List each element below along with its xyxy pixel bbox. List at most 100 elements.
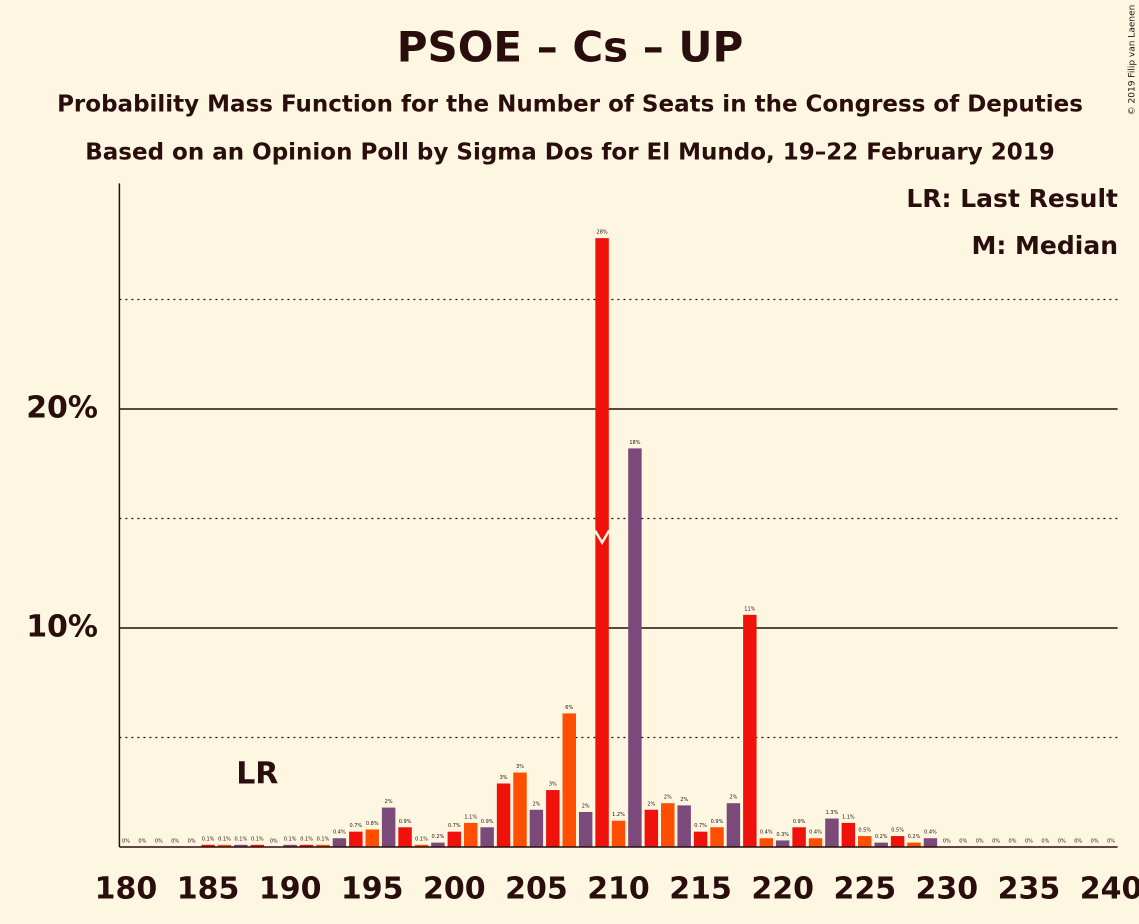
- bar: [217, 844, 232, 847]
- x-tick-label: 225: [833, 872, 896, 907]
- value-label: 0%: [1058, 839, 1066, 845]
- value-label: 0%: [138, 839, 146, 845]
- bar: [677, 805, 691, 847]
- value-label: 0%: [1107, 839, 1115, 845]
- value-label: 1.1%: [842, 814, 855, 820]
- x-tick-label: 195: [341, 872, 404, 907]
- bar: [250, 844, 265, 847]
- bar: [628, 448, 642, 847]
- value-label: 1.1%: [464, 814, 477, 820]
- bar: [693, 831, 708, 847]
- bar: [644, 809, 659, 847]
- bar: [414, 844, 429, 847]
- bar: [743, 614, 757, 847]
- value-label: 18%: [629, 440, 640, 446]
- bar: [365, 829, 379, 847]
- bar: [775, 840, 790, 847]
- value-label: 2%: [532, 801, 540, 807]
- x-tick-label: 190: [259, 872, 322, 907]
- x-tick-label: 215: [669, 872, 732, 907]
- value-label: 0.1%: [317, 836, 330, 842]
- value-label: 0.7%: [448, 823, 461, 829]
- y-tick-label: 10%: [26, 609, 98, 644]
- bar: [792, 827, 806, 847]
- bar: [332, 838, 347, 847]
- value-label: 0%: [959, 839, 967, 845]
- value-label: 0.2%: [432, 834, 445, 840]
- value-label: 2%: [729, 795, 737, 801]
- x-tick-label: 230: [916, 872, 979, 907]
- value-label: 0%: [1091, 839, 1099, 845]
- legend-entry: M: Median: [971, 231, 1118, 260]
- legend-entry: LR: Last Result: [906, 184, 1118, 213]
- bar: [710, 827, 724, 847]
- x-tick-label: 235: [998, 872, 1061, 907]
- value-label: 0.4%: [333, 830, 346, 836]
- x-tick-label: 240: [1080, 872, 1139, 907]
- bar: [480, 827, 494, 847]
- x-tick-label: 200: [423, 872, 486, 907]
- value-label: 2%: [647, 801, 655, 807]
- copyright: © 2019 Filip van Laenen: [1128, 5, 1138, 116]
- value-label: 0.9%: [793, 819, 806, 825]
- bar: [841, 822, 856, 847]
- value-label: 0.4%: [760, 830, 773, 836]
- value-label: 0.9%: [711, 819, 724, 825]
- bar: [299, 844, 314, 847]
- bar: [546, 790, 560, 847]
- value-label: 0%: [1074, 839, 1082, 845]
- last-result-label: LR: [236, 757, 278, 792]
- chart-subtitle: Based on an Opinion Poll by Sigma Dos fo…: [85, 140, 1055, 166]
- value-label: 0.1%: [284, 836, 297, 842]
- value-label: 0.5%: [891, 828, 904, 834]
- bar: [381, 807, 396, 847]
- value-label: 11%: [744, 606, 755, 612]
- bar: [529, 809, 544, 847]
- bar: [858, 836, 872, 847]
- value-label: 0.1%: [251, 836, 264, 842]
- value-label: 0%: [943, 839, 951, 845]
- chart-title: PSOE – Cs – UP: [397, 23, 744, 72]
- bar: [578, 811, 593, 847]
- value-label: 2%: [385, 799, 393, 805]
- value-label: 3%: [516, 764, 524, 770]
- value-label: 0.4%: [809, 830, 822, 836]
- value-label: 0.9%: [481, 819, 494, 825]
- value-label: 0%: [992, 839, 1000, 845]
- bar: [562, 713, 576, 847]
- bar: [316, 844, 330, 847]
- value-label: 2%: [664, 795, 672, 801]
- value-label: 0.5%: [858, 828, 871, 834]
- value-label: 0.8%: [366, 821, 379, 827]
- bar: [513, 772, 527, 847]
- value-label: 0%: [976, 839, 984, 845]
- value-label: 0.1%: [300, 836, 313, 842]
- bar: [283, 844, 297, 847]
- value-label: 0%: [1009, 839, 1017, 845]
- bar: [349, 831, 363, 847]
- value-label: 0.7%: [694, 823, 707, 829]
- value-label: 0%: [171, 839, 179, 845]
- x-tick-label: 210: [587, 872, 650, 907]
- bar: [759, 838, 773, 847]
- bar: [496, 783, 511, 847]
- x-tick-label: 220: [751, 872, 814, 907]
- bar: [808, 838, 823, 847]
- value-label: 6%: [565, 705, 573, 711]
- x-tick-label: 185: [177, 872, 240, 907]
- value-label: 0%: [122, 839, 130, 845]
- x-tick-label: 180: [95, 872, 158, 907]
- x-tick-label: 205: [505, 872, 568, 907]
- value-label: 28%: [597, 230, 608, 236]
- value-label: 0%: [1025, 839, 1033, 845]
- bar: [726, 803, 741, 847]
- value-label: 0.1%: [235, 836, 248, 842]
- value-label: 0.2%: [908, 834, 921, 840]
- value-label: 2%: [582, 803, 590, 809]
- value-label: 2%: [680, 797, 688, 803]
- bar: [923, 838, 938, 847]
- value-label: 0%: [188, 839, 196, 845]
- bar: [825, 818, 839, 847]
- bar: [201, 844, 215, 847]
- value-label: 0.3%: [776, 832, 789, 838]
